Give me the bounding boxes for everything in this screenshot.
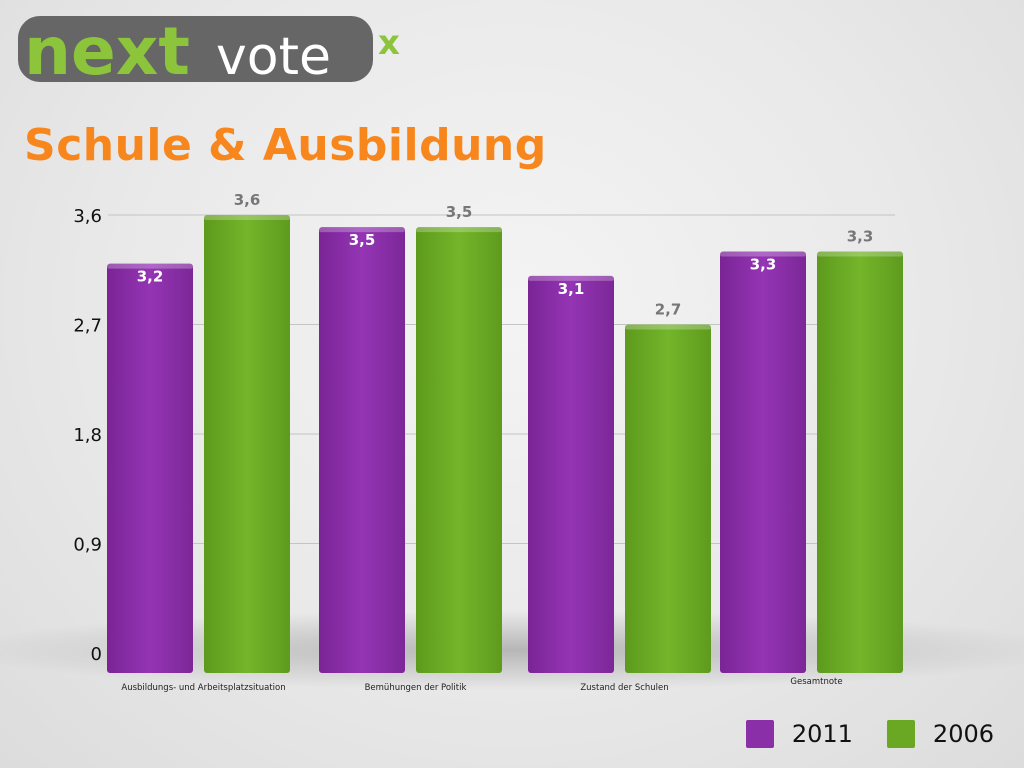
- data-label: 3,3: [847, 228, 874, 246]
- y-tick-label: 3,6: [73, 206, 102, 227]
- bar-top-highlight: [204, 215, 290, 220]
- bar-top-highlight: [416, 227, 502, 233]
- data-label: 3,5: [446, 203, 473, 221]
- nextvote-logo: next vote x: [18, 14, 400, 86]
- bar-2006: [817, 251, 903, 673]
- logo-vote-text: vote: [216, 27, 331, 86]
- bar-top-highlight: [528, 275, 614, 281]
- category-label: Bemühungen der Politik: [365, 683, 467, 693]
- y-tick-label: 0,9: [73, 535, 102, 556]
- category-label: Ausbildungs- und Arbeitsplatzsituation: [121, 683, 285, 693]
- category-label: Gesamtnote: [790, 677, 842, 687]
- legend-item-2011: 2011: [745, 720, 853, 748]
- data-label: 2,7: [655, 301, 682, 319]
- y-tick-label: 1,8: [73, 425, 102, 446]
- logo-background: [18, 16, 373, 82]
- bar-top-highlight: [817, 251, 903, 257]
- bar-2011: [107, 263, 193, 673]
- bar-2011: [319, 227, 405, 673]
- bar-2011: [528, 275, 614, 673]
- bar-2006: [204, 215, 290, 673]
- bar-top-highlight: [319, 227, 405, 233]
- bar-2011: [720, 251, 806, 673]
- bar-top-highlight: [625, 324, 711, 330]
- bar-top-highlight: [107, 263, 193, 269]
- page-title: Schule & Ausbildung: [24, 120, 547, 171]
- data-label: 3,3: [750, 256, 777, 274]
- bar-top-highlight: [720, 251, 806, 257]
- category-label: Zustand der Schulen: [580, 683, 668, 693]
- data-label: 3,6: [234, 191, 261, 209]
- bar-2006: [625, 324, 711, 673]
- data-label: 3,5: [349, 231, 376, 249]
- bar-2006: [416, 227, 502, 673]
- data-label: 3,1: [558, 280, 585, 298]
- chart-legend: 2011 2006: [745, 720, 994, 748]
- y-tick-label: 2,7: [73, 316, 102, 337]
- logo-next-text: next: [24, 14, 190, 86]
- logo-x-text: x: [378, 23, 400, 63]
- legend-label-2011: 2011: [791, 720, 853, 748]
- legend-label-2006: 2006: [932, 720, 994, 748]
- legend-swatch-2006: [886, 720, 915, 748]
- data-label: 3,2: [137, 268, 164, 286]
- legend-item-2006: 2006: [886, 720, 994, 748]
- legend-swatch-2011: [745, 720, 774, 748]
- y-tick-label: 0: [91, 644, 102, 665]
